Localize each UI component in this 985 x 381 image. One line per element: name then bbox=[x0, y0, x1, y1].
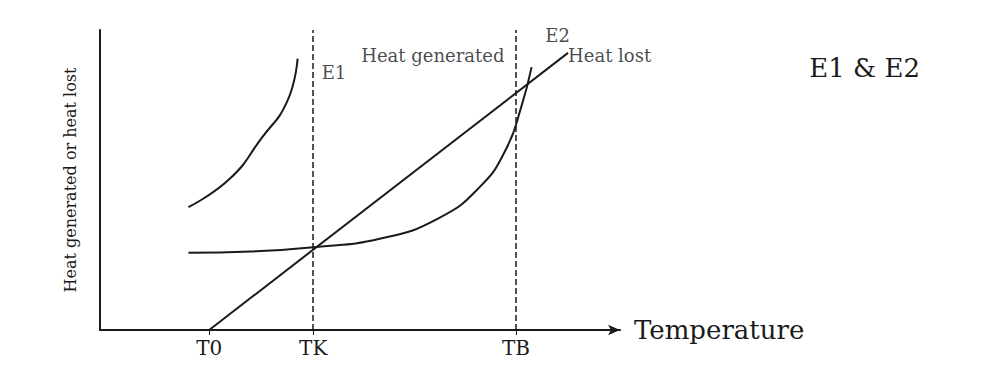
svg-text:T0: T0 bbox=[196, 336, 222, 360]
svg-text:Heat generated or heat lost: Heat generated or heat lost bbox=[61, 67, 80, 293]
svg-text:Heat generated: Heat generated bbox=[361, 45, 504, 66]
svg-text:Heat lost: Heat lost bbox=[568, 45, 652, 66]
svg-text:TB: TB bbox=[502, 336, 530, 360]
svg-text:Temperature: Temperature bbox=[634, 315, 804, 345]
svg-text:E1 & E2: E1 & E2 bbox=[809, 53, 920, 83]
svg-text:E2: E2 bbox=[545, 25, 570, 46]
svg-text:TK: TK bbox=[299, 336, 328, 360]
svg-text:E1: E1 bbox=[322, 62, 347, 83]
